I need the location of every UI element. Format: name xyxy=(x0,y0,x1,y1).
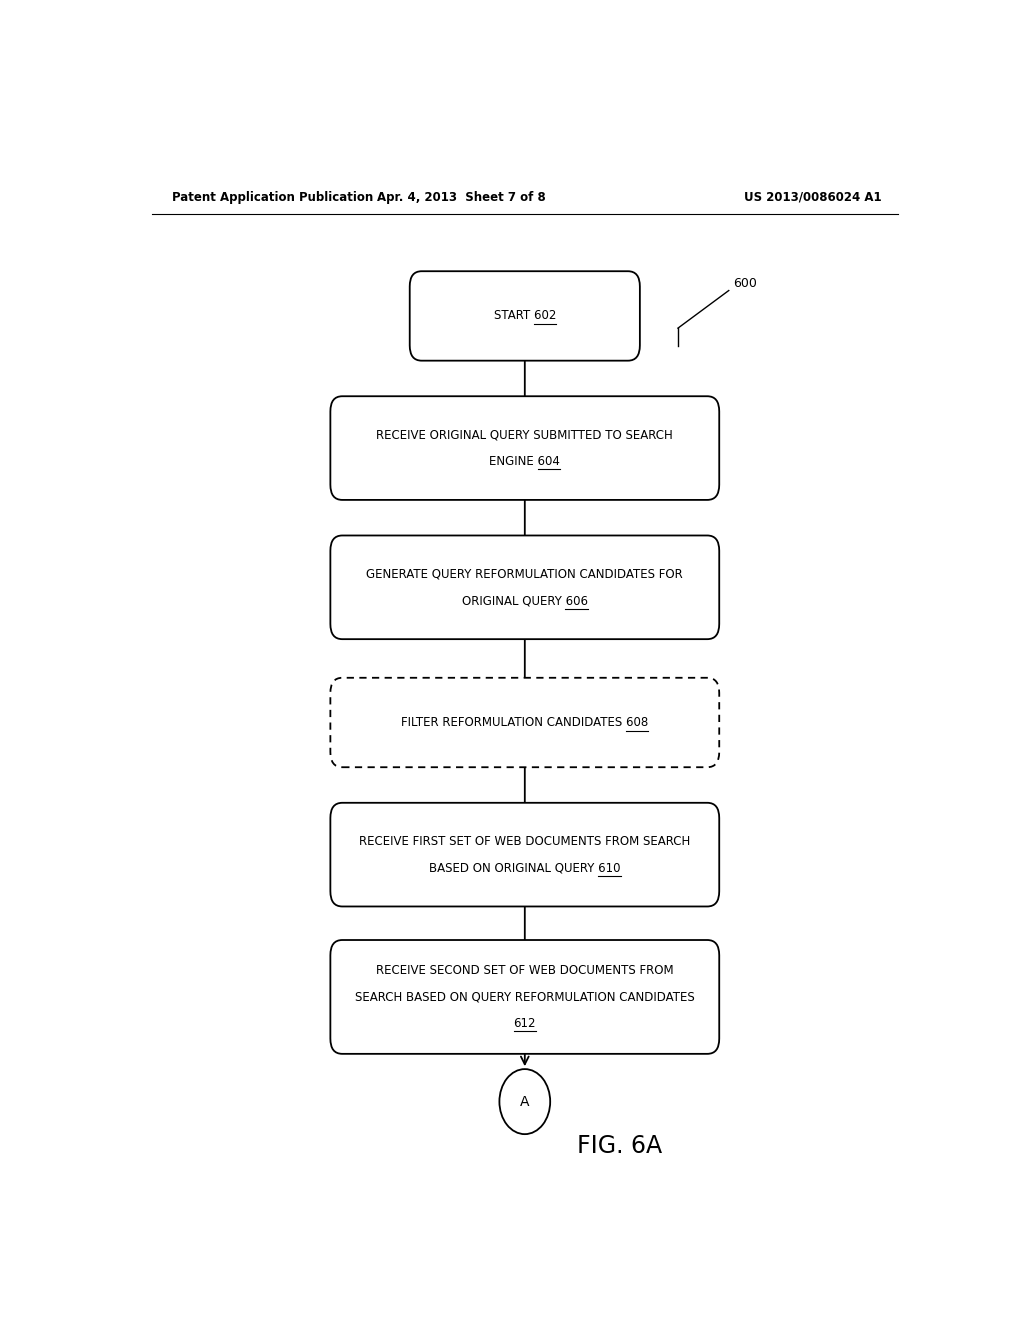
FancyBboxPatch shape xyxy=(331,803,719,907)
FancyBboxPatch shape xyxy=(410,271,640,360)
Text: RECEIVE FIRST SET OF WEB DOCUMENTS FROM SEARCH: RECEIVE FIRST SET OF WEB DOCUMENTS FROM … xyxy=(359,836,690,847)
Text: BASED ON ORIGINAL QUERY 610: BASED ON ORIGINAL QUERY 610 xyxy=(429,862,621,874)
FancyBboxPatch shape xyxy=(331,536,719,639)
Text: ORIGINAL QUERY 606: ORIGINAL QUERY 606 xyxy=(462,594,588,607)
Text: START 602: START 602 xyxy=(494,309,556,322)
Text: GENERATE QUERY REFORMULATION CANDIDATES FOR: GENERATE QUERY REFORMULATION CANDIDATES … xyxy=(367,568,683,581)
Text: SEARCH BASED ON QUERY REFORMULATION CANDIDATES: SEARCH BASED ON QUERY REFORMULATION CAND… xyxy=(355,990,694,1003)
Text: ENGINE 604: ENGINE 604 xyxy=(489,455,560,467)
Text: Patent Application Publication: Patent Application Publication xyxy=(172,190,373,203)
Circle shape xyxy=(500,1069,550,1134)
Text: 600: 600 xyxy=(733,277,757,290)
Text: FILTER REFORMULATION CANDIDATES 608: FILTER REFORMULATION CANDIDATES 608 xyxy=(401,715,648,729)
FancyBboxPatch shape xyxy=(331,940,719,1053)
Text: FIG. 6A: FIG. 6A xyxy=(578,1134,663,1159)
Text: RECEIVE ORIGINAL QUERY SUBMITTED TO SEARCH: RECEIVE ORIGINAL QUERY SUBMITTED TO SEAR… xyxy=(377,429,673,441)
FancyBboxPatch shape xyxy=(331,396,719,500)
FancyBboxPatch shape xyxy=(331,677,719,767)
Text: RECEIVE SECOND SET OF WEB DOCUMENTS FROM: RECEIVE SECOND SET OF WEB DOCUMENTS FROM xyxy=(376,964,674,977)
Text: Apr. 4, 2013  Sheet 7 of 8: Apr. 4, 2013 Sheet 7 of 8 xyxy=(377,190,546,203)
Text: US 2013/0086024 A1: US 2013/0086024 A1 xyxy=(744,190,882,203)
Text: 612: 612 xyxy=(514,1016,536,1030)
Text: A: A xyxy=(520,1094,529,1109)
